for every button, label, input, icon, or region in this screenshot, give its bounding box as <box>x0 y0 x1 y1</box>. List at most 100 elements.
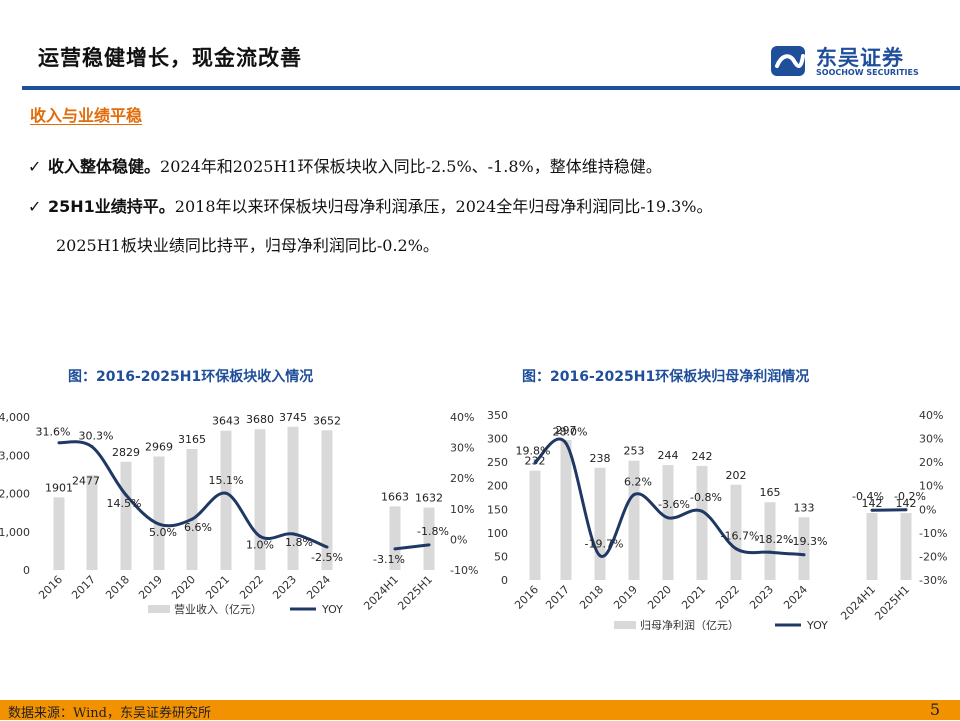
yoy-point <box>91 445 94 448</box>
yoy-value-label: 6.6% <box>184 521 212 534</box>
yoy-value-label: 14.5% <box>107 497 142 510</box>
page-number: 5 <box>930 700 940 719</box>
yoy-value-label: -19.3% <box>789 535 828 548</box>
legend-line-label: YOY <box>806 619 828 630</box>
left-axis-tick-label: 2,000 <box>0 488 30 501</box>
category-tick-label: 2022 <box>237 573 266 602</box>
yoy-value-label: 30.3% <box>79 430 114 443</box>
bar <box>121 462 132 570</box>
yoy-point <box>534 461 537 464</box>
bar <box>799 517 810 580</box>
bar-value-label: 242 <box>692 450 713 463</box>
yoy-point <box>633 493 636 496</box>
right-axis-tick-label: 40% <box>450 411 474 424</box>
logo-mark-icon <box>770 42 808 80</box>
bar <box>322 430 333 570</box>
right-axis-tick-label: 40% <box>919 409 943 422</box>
data-source: 数据来源：Wind，东吴证券研究所 <box>8 702 211 721</box>
bar-value-label: 2477 <box>72 474 100 487</box>
right-axis-tick-label: 30% <box>450 442 474 455</box>
bar-value-label: 3165 <box>178 433 206 446</box>
category-tick-label: 2020 <box>645 583 674 612</box>
bar-value-label: 244 <box>658 449 679 462</box>
bar <box>867 513 878 580</box>
bar-value-label: 202 <box>726 469 747 482</box>
category-tick-label: 2023 <box>747 583 776 612</box>
category-tick-label: 2024H1 <box>838 583 878 623</box>
bullet-text: 2025H1板块业绩同比持平，归母净利润同比-0.2%。 <box>56 236 439 255</box>
category-tick-label: 2019 <box>136 573 165 602</box>
category-tick-label: 2017 <box>69 573 98 602</box>
bar-value-label: 253 <box>624 445 645 458</box>
check-icon: ✓ <box>28 197 48 216</box>
bar <box>561 440 572 580</box>
bar <box>530 471 541 580</box>
header-divider <box>22 86 960 90</box>
yoy-value-label: 1.0% <box>246 538 274 551</box>
category-tick-label: 2016 <box>512 583 541 612</box>
right-axis-tick-label: 20% <box>919 456 943 469</box>
bar <box>221 431 232 570</box>
legend-bar-label: 营业收入（亿元） <box>174 602 262 616</box>
yoy-value-label: 31.6% <box>36 426 71 439</box>
category-tick-label: 2022 <box>713 583 742 612</box>
bar <box>187 449 198 570</box>
left-axis-tick-label: 150 <box>487 503 508 516</box>
net-profit-chart: 050100150200250300350-30%-20%-10%0%10%20… <box>480 360 960 630</box>
right-axis-tick-label: 20% <box>450 472 474 485</box>
legend-bar-label: 归母净利润（亿元） <box>640 618 739 630</box>
yoy-value-label: 5.0% <box>149 526 177 539</box>
yoy-value-label: -1.8% <box>417 525 449 538</box>
left-axis-tick-label: 0 <box>23 564 30 577</box>
bullet-profit-continued: 2025H1板块业绩同比持平，归母净利润同比-0.2%。 <box>56 232 439 256</box>
category-tick-label: 2021 <box>679 583 708 612</box>
yoy-point <box>428 543 431 546</box>
bar-value-label: 3680 <box>246 413 274 426</box>
yoy-value-label: -0.8% <box>690 491 722 504</box>
bar <box>663 465 674 580</box>
yoy-point <box>905 508 908 511</box>
category-tick-label: 2024 <box>304 573 333 602</box>
bar-value-label: 238 <box>590 452 611 465</box>
category-tick-label: 2024 <box>781 583 810 612</box>
yoy-value-label: 6.2% <box>624 476 652 489</box>
logo-name-en: SOOCHOW SECURITIES <box>816 68 919 77</box>
yoy-value-label: -3.1% <box>373 553 405 566</box>
category-tick-label: 2025H1 <box>395 573 435 613</box>
company-logo: 东吴证券 SOOCHOW SECURITIES <box>770 42 930 80</box>
footer-bar: 数据来源：Wind，东吴证券研究所 5 <box>0 700 960 720</box>
bullet-text: 2024年和2025H1环保板块收入同比-2.5%、-1.8%，整体维持稳健。 <box>160 157 662 176</box>
yoy-value-label: -0.2% <box>894 490 926 503</box>
yoy-point <box>701 510 704 513</box>
bullet-revenue: ✓收入整体稳健。2024年和2025H1环保板块收入同比-2.5%、-1.8%，… <box>28 153 662 177</box>
bar <box>595 468 606 580</box>
yoy-point <box>735 547 738 550</box>
yoy-point <box>326 546 329 549</box>
yoy-point <box>769 551 772 554</box>
right-axis-tick-label: -30% <box>919 574 947 587</box>
yoy-point <box>803 553 806 556</box>
yoy-point <box>599 554 602 557</box>
left-axis-tick-label: 100 <box>487 527 508 540</box>
yoy-value-label: 28.0% <box>553 425 588 438</box>
yoy-point <box>871 509 874 512</box>
bar <box>424 508 435 570</box>
revenue-chart: 01,0002,0003,0004,000-10%0%10%20%30%40%1… <box>0 360 480 630</box>
left-axis-tick-label: 1,000 <box>0 526 30 539</box>
yoy-value-label: -19.7% <box>585 538 624 551</box>
bar-value-label: 133 <box>794 501 815 514</box>
bar-value-label: 3643 <box>212 415 240 428</box>
bar-value-label: 1632 <box>415 492 443 505</box>
yoy-point <box>394 547 397 550</box>
left-axis-tick-label: 200 <box>487 480 508 493</box>
category-tick-label: 2018 <box>577 583 606 612</box>
bar-value-label: 165 <box>760 486 781 499</box>
bar-value-label: 1663 <box>381 490 409 503</box>
yoy-value-label: -0.4% <box>852 490 884 503</box>
bar <box>87 475 98 570</box>
bar-value-label: 2829 <box>112 446 140 459</box>
right-axis-tick-label: -20% <box>919 550 947 563</box>
legend-line-label: YOY <box>321 603 343 616</box>
bar <box>901 513 912 580</box>
bullet-profit: ✓25H1业绩持平。2018年以来环保板块归母净利润承压，2024全年归母净利润… <box>28 193 712 217</box>
